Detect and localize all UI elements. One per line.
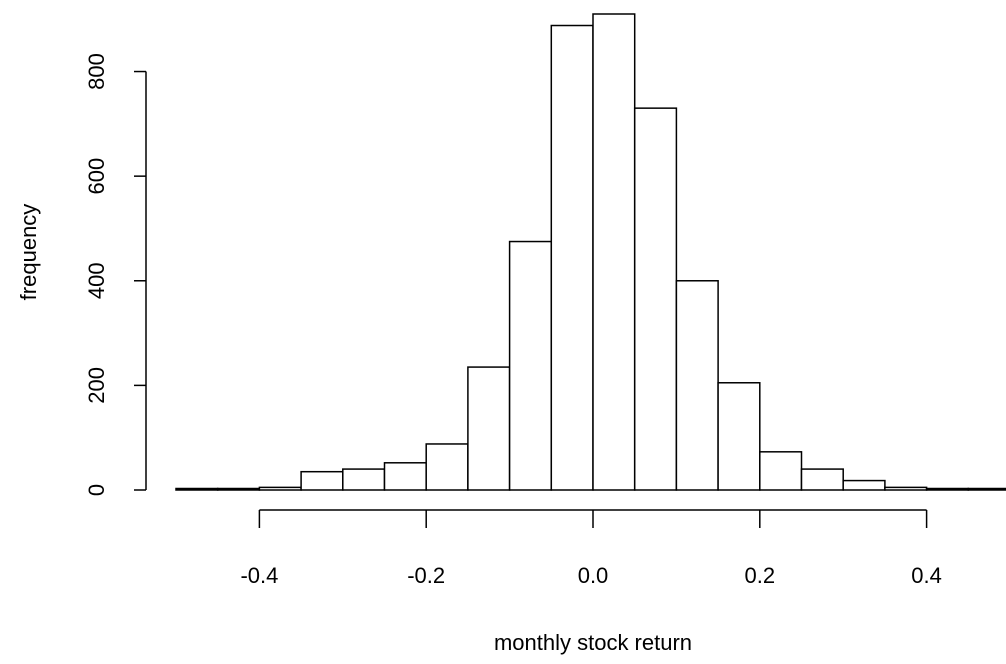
histogram-bar [592,13,636,491]
histogram-bar [759,451,803,491]
histogram-bars [175,13,1006,491]
y-tick-label: 600 [84,158,109,195]
y-axis: 0 200 400 600 800 [84,53,147,496]
x-tick-label: 0.2 [745,563,776,588]
histogram-bar [884,486,928,491]
x-axis: -0.4 -0.2 0.0 0.2 0.4 [240,509,942,588]
x-tick-label: 0.4 [911,563,942,588]
histogram-bar [300,470,344,491]
y-tick-label: 0 [84,484,109,496]
y-tick-label: 800 [84,53,109,90]
histogram-bar [550,24,594,491]
histogram-bar [675,280,719,491]
histogram-bar [467,366,511,491]
x-axis-title: monthly stock return [494,630,692,655]
x-tick-label: -0.4 [240,563,278,588]
histogram-bar [717,382,761,491]
histogram-bar [175,487,219,491]
histogram-bar [258,486,302,491]
histogram-bar [633,107,678,491]
histogram-bar [342,468,386,491]
histogram-bar [425,443,469,491]
histogram-bar [842,479,886,491]
y-tick-label: 400 [84,262,109,299]
histogram-bar [508,240,553,491]
histogram-bar [925,487,970,491]
histogram-bar [967,487,1006,491]
x-tick-label: 0.0 [578,563,609,588]
histogram-bar [800,468,844,491]
y-tick-label: 200 [84,367,109,404]
histogram-bar [383,462,427,491]
x-tick-label: -0.2 [407,563,445,588]
y-axis-title: frequency [16,204,41,301]
histogram-bar [216,487,261,491]
